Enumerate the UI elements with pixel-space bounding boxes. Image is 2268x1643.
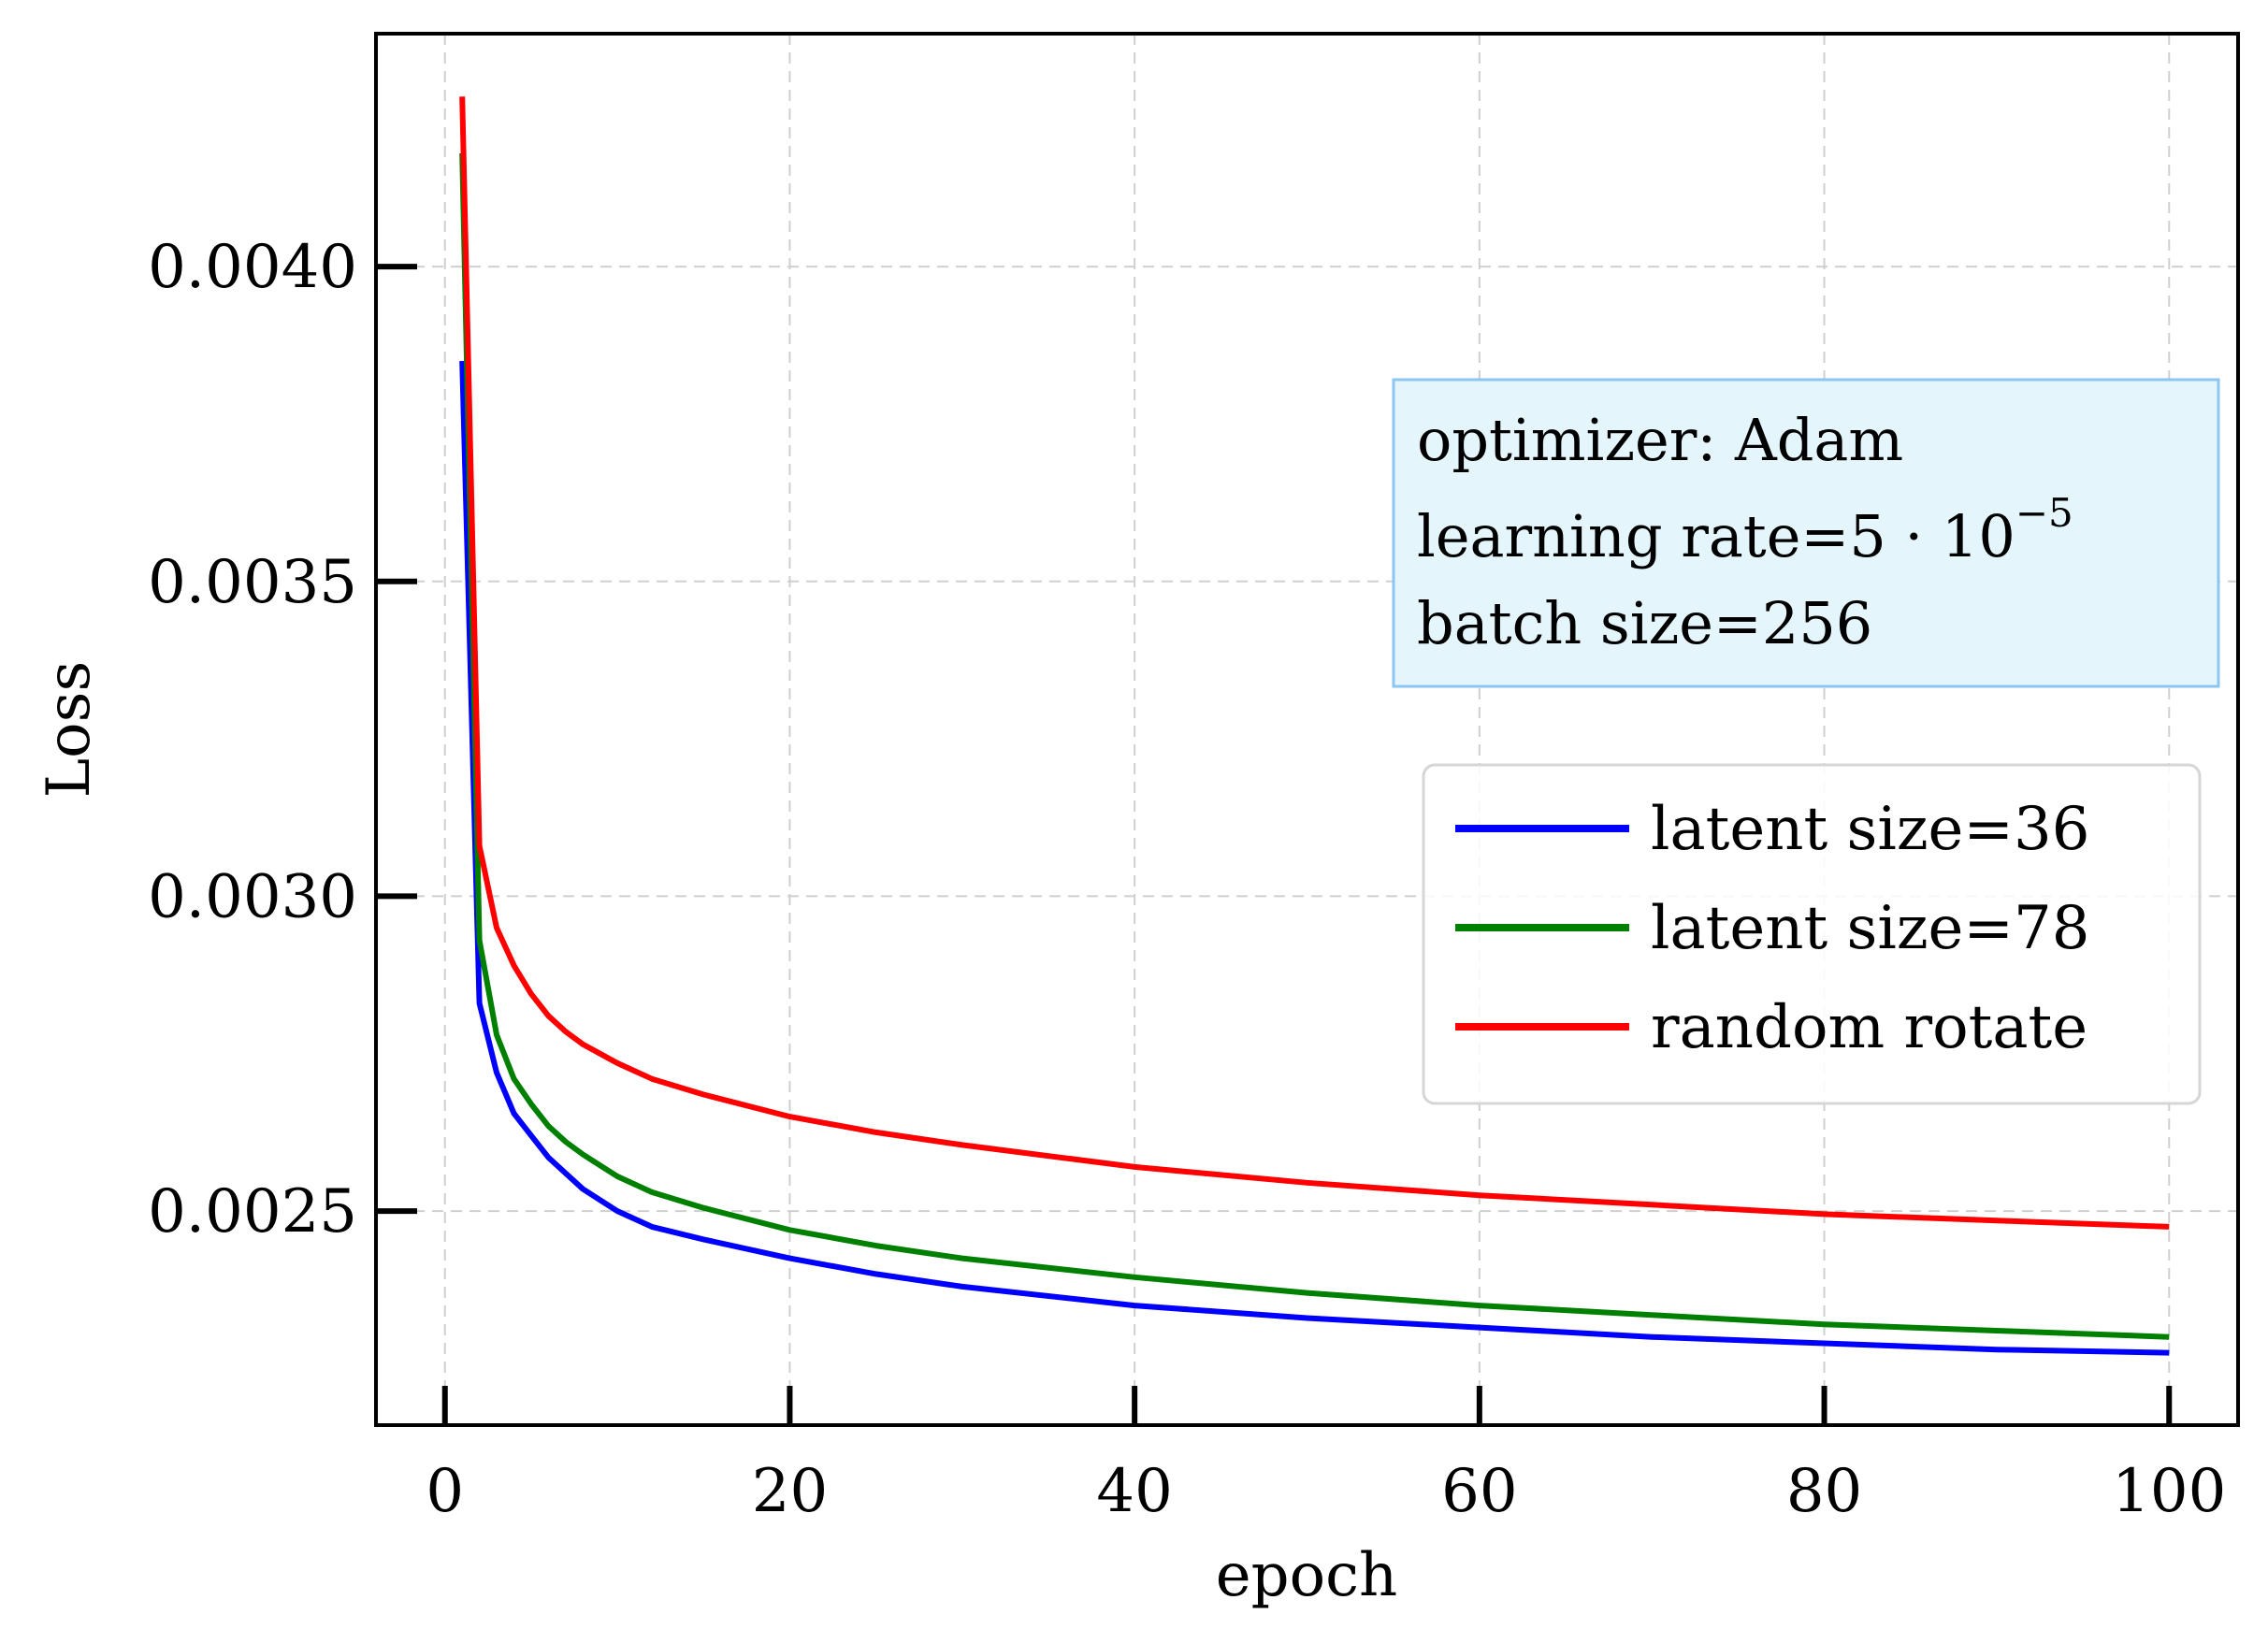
legend-label: random rotate: [1651, 993, 2087, 1062]
plot-frame: [374, 32, 2240, 1427]
legend: latent size=36 latent size=78 random rotat…: [1422, 763, 2202, 1105]
y-tick-label: 0.0030: [148, 862, 357, 931]
legend-entries: latent size=36 latent size=78 random rotat…: [1455, 795, 2089, 1062]
series-lines: [459, 96, 2170, 1356]
annotation-box-background: [1392, 378, 2220, 688]
annotation-batch-size: batch size=256: [1417, 589, 1872, 657]
annotation-learning-rate: learning rate=5 · 10−5: [1417, 490, 2073, 570]
legend-label: latent size=36: [1651, 795, 2089, 864]
tick-labels: 0 20 40 60 80 100 0.0025 0.0030 0.0035 0.0040: [148, 233, 2226, 1526]
x-tick-label: 100: [2112, 1457, 2226, 1526]
x-tick-label: 60: [1441, 1457, 1517, 1526]
y-tick-label: 0.0025: [148, 1177, 357, 1247]
series-line: [459, 152, 2170, 1340]
x-axis-label: epoch: [1216, 1541, 1397, 1610]
x-tick-label: 40: [1096, 1457, 1172, 1526]
tick-marks: [376, 264, 2173, 1425]
x-tick-label: 20: [752, 1457, 828, 1526]
legend-frame: [1422, 763, 2202, 1105]
grid: [376, 34, 2238, 1425]
legend-label: latent size=78: [1651, 894, 2089, 963]
y-axis-label: Loss: [35, 661, 104, 799]
annotation-learning-rate-base: learning rate=5 · 10: [1417, 502, 2015, 570]
y-tick-label: 0.0040: [148, 233, 357, 302]
x-tick-label: 0: [426, 1457, 464, 1526]
annotation-box: optimizer: Adam learning rate=5 · 10−5 b…: [1392, 378, 2220, 688]
x-tick-label: 80: [1786, 1457, 1862, 1526]
annotation-learning-rate-exponent: −5: [2015, 490, 2073, 536]
y-tick-label: 0.0035: [148, 548, 357, 617]
series-line: [459, 361, 2170, 1356]
annotation-optimizer: optimizer: Adam: [1417, 406, 1903, 474]
series-line: [459, 96, 2170, 1230]
